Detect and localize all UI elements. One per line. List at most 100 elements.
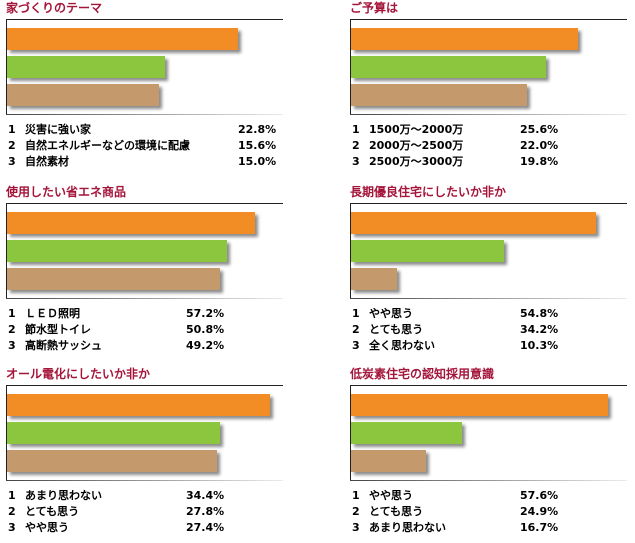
bar-rank-1 [7,28,238,50]
bar-rank-1 [351,28,578,50]
percent-label: 50.8% [186,323,225,336]
legend-row: 2 とても思う 24.9% [350,504,635,520]
chart-plot-area [6,385,283,481]
category-label: 自然素材 [25,155,69,168]
chart-panel: 家づくりのテーマ 1 災害に強い家 22.8% 2 自然エネルギーなどの環境に配慮 15.6… [6,1,298,174]
rank-number: 3 [8,521,16,534]
chart-panel: 低炭素住宅の認知採用意識 1 やや思う 57.6% 2 とても思う 24.9% 3 あまり思わな… [350,367,635,540]
category-label: 1500万～2000万 [369,123,464,136]
bar-rank-2 [351,56,546,78]
legend-row: 3 あまり思わない 16.7% [350,520,635,536]
bar-rank-1 [351,212,596,234]
percent-label: 24.9% [520,505,559,518]
legend-row: 1 ＬＥＤ照明 57.2% [6,306,298,322]
bar-rank-3 [7,450,217,472]
rank-number: 1 [8,489,16,502]
category-label: 2000万～2500万 [369,139,464,152]
chart-title: 使用したい省エネ商品 [6,185,127,199]
rank-number: 1 [352,123,360,136]
bar-rank-3 [351,450,426,472]
bar-rank-2 [7,56,165,78]
percent-label: 34.4% [186,489,225,502]
chart-title: 低炭素住宅の認知採用意識 [350,367,495,381]
chart-title: オール電化にしたいか非か [6,367,151,381]
bar-rank-2 [351,422,462,444]
rank-number: 1 [8,123,16,136]
legend-row: 2 とても思う 27.8% [6,504,298,520]
category-label: とても思う [369,323,424,336]
chart-panel: 長期優良住宅にしたいか非か 1 やや思う 54.8% 2 とても思う 34.2% 3 全く思わな… [350,185,635,358]
legend-row: 3 自然素材 15.0% [6,154,298,170]
percent-label: 34.2% [520,323,559,336]
chart-legend: 1 やや思う 54.8% 2 とても思う 34.2% 3 全く思わない 10.3% [350,306,635,354]
percent-label: 19.8% [520,155,559,168]
bar-rank-3 [7,268,220,290]
percent-label: 16.7% [520,521,559,534]
percent-label: 15.6% [238,139,277,152]
legend-row: 3 全く思わない 10.3% [350,338,635,354]
category-label: 全く思わない [369,339,435,352]
bar-rank-1 [351,394,608,416]
category-label: 自然エネルギーなどの環境に配慮 [25,139,190,152]
rank-number: 2 [352,505,360,518]
legend-row: 3 やや思う 27.4% [6,520,298,536]
rank-number: 1 [8,307,16,320]
legend-row: 1 あまり思わない 34.4% [6,488,298,504]
percent-label: 27.8% [186,505,225,518]
bar-rank-2 [7,240,227,262]
percent-label: 22.8% [238,123,277,136]
rank-number: 2 [8,323,16,336]
legend-row: 1 災害に強い家 22.8% [6,122,298,138]
category-label: 節水型トイレ [25,323,91,336]
legend-row: 2 自然エネルギーなどの環境に配慮 15.6% [6,138,298,154]
category-label: やや思う [369,489,413,502]
chart-plot-area [6,19,283,115]
percent-label: 22.0% [520,139,559,152]
legend-row: 2 とても思う 34.2% [350,322,635,338]
rank-number: 1 [352,489,360,502]
bar-rank-3 [7,84,159,106]
category-label: 高断熱サッシュ [25,339,102,352]
category-label: とても思う [25,505,80,518]
legend-row: 2 節水型トイレ 50.8% [6,322,298,338]
bar-rank-1 [7,212,255,234]
category-label: とても思う [369,505,424,518]
percent-label: 27.4% [186,521,225,534]
percent-label: 15.0% [238,155,277,168]
percent-label: 25.6% [520,123,559,136]
bar-rank-3 [351,84,527,106]
chart-plot-area [350,385,627,481]
chart-panel: 使用したい省エネ商品 1 ＬＥＤ照明 57.2% 2 節水型トイレ 50.8% 3 高断熱サッシ… [6,185,298,358]
chart-legend: 1 やや思う 57.6% 2 とても思う 24.9% 3 あまり思わない 16.7% [350,488,635,536]
chart-panel: オール電化にしたいか非か 1 あまり思わない 34.4% 2 とても思う 27.8% 3 やや思… [6,367,298,540]
rank-number: 2 [352,323,360,336]
category-label: ＬＥＤ照明 [25,307,80,320]
chart-title: ご予算は [350,1,399,15]
rank-number: 3 [8,339,16,352]
chart-title: 長期優良住宅にしたいか非か [350,185,507,199]
percent-label: 49.2% [186,339,225,352]
rank-number: 3 [352,521,360,534]
rank-number: 3 [8,155,16,168]
percent-label: 57.6% [520,489,559,502]
chart-legend: 1 ＬＥＤ照明 57.2% 2 節水型トイレ 50.8% 3 高断熱サッシュ 49.2% [6,306,298,354]
percent-label: 57.2% [186,307,225,320]
rank-number: 2 [8,505,16,518]
percent-label: 54.8% [520,307,559,320]
chart-panel: ご予算は 1 1500万～2000万 25.6% 2 2000万～2500万 22.0% 3 2… [350,1,635,174]
category-label: やや思う [369,307,413,320]
chart-legend: 1 あまり思わない 34.4% 2 とても思う 27.8% 3 やや思う 27.4% [6,488,298,536]
chart-plot-area [6,203,283,299]
legend-row: 3 2500万～3000万 19.8% [350,154,635,170]
chart-legend: 1 1500万～2000万 25.6% 2 2000万～2500万 22.0% 3 2500万… [350,122,635,170]
rank-number: 2 [352,139,360,152]
chart-title: 家づくりのテーマ [6,1,103,15]
legend-row: 1 1500万～2000万 25.6% [350,122,635,138]
legend-row: 1 やや思う 54.8% [350,306,635,322]
category-label: やや思う [25,521,69,534]
bar-rank-3 [351,268,397,290]
bar-rank-1 [7,394,270,416]
category-label: あまり思わない [25,489,102,502]
percent-label: 10.3% [520,339,559,352]
legend-row: 1 やや思う 57.6% [350,488,635,504]
